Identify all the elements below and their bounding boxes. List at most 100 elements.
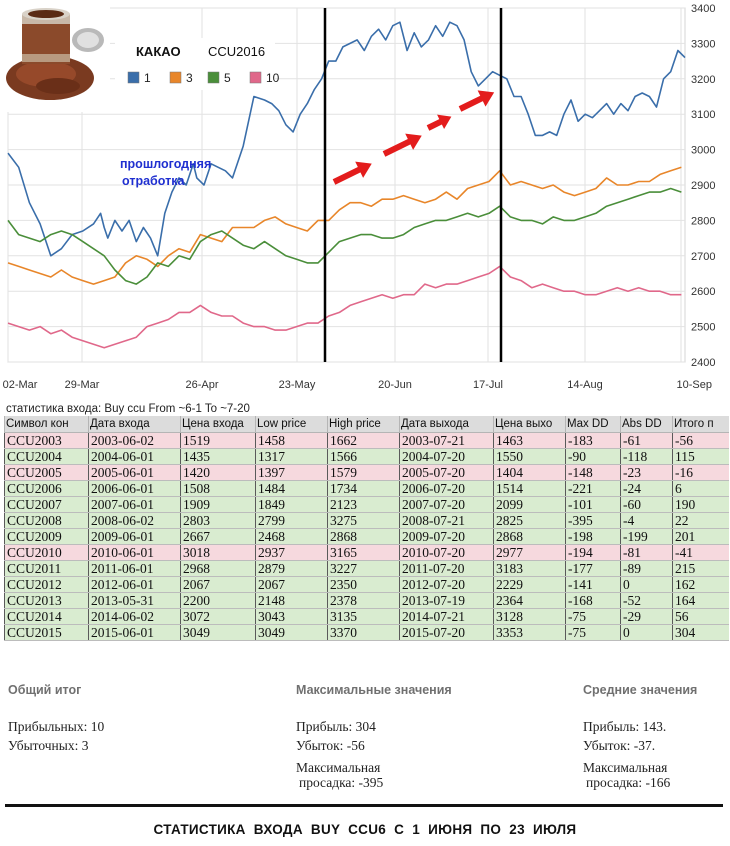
summary-max-title: Максимальные значения (296, 683, 452, 697)
column-header: Abs DD (620, 416, 673, 433)
table-cell: -52 (620, 592, 673, 609)
table-cell: 2003-07-21 (399, 432, 494, 449)
trend-arrow-2 (382, 133, 422, 157)
summary-max-dd-value: просадка: -395 (299, 775, 384, 790)
table-cell: 2067 (255, 576, 328, 593)
table-cell: 304 (672, 624, 729, 641)
legend-label: 5 (224, 71, 231, 85)
table-header-row: Символ кон Дата входа Цена входа Low price H… (4, 416, 729, 433)
table-cell: 2868 (493, 528, 566, 545)
table-cell: 1514 (493, 480, 566, 497)
table-cell: -89 (620, 560, 673, 577)
y-tick-label: 2400 (691, 357, 715, 369)
summary-max-profit: Прибыль: 304 (296, 719, 376, 734)
table-cell: 2011-06-01 (88, 560, 181, 577)
table-cell: 22 (672, 512, 729, 529)
table-cell: 1435 (180, 448, 256, 465)
table-cell: 2010-06-01 (88, 544, 181, 561)
summary-avg: Средние значения Прибыль: 143. Убыток: -… (583, 683, 697, 790)
table-cell: -56 (672, 432, 729, 449)
x-tick-label: 14-Aug (567, 379, 602, 391)
table-cell: 1909 (180, 496, 256, 513)
table-row: CCU2007 2007-06-01 1909 1849 2123 2007-07-20 2… (4, 496, 729, 513)
table-cell: -41 (672, 544, 729, 561)
table-row: CCU2006 2006-06-01 1508 1484 1734 2006-07-20 1… (4, 480, 729, 497)
legend-swatch (127, 71, 140, 84)
column-header: Дата выхода (399, 416, 494, 433)
chart-title: КАКАО (136, 44, 181, 59)
divider-rule (5, 804, 723, 807)
table-cell: 2879 (255, 560, 328, 577)
table-cell: -148 (565, 464, 621, 481)
table-cell: 0 (620, 576, 673, 593)
summary-avg-dd-label: Максимальная (583, 760, 668, 775)
table-cell: 2007-07-20 (399, 496, 494, 513)
column-header: Дата входа (88, 416, 181, 433)
table-cell: -81 (620, 544, 673, 561)
table-cell: CCU2008 (4, 512, 89, 529)
trend-arrow-3 (426, 114, 452, 131)
table-cell: 3183 (493, 560, 566, 577)
column-header: High price (327, 416, 400, 433)
vertical-markers (323, 8, 503, 362)
cocoa-product-image (0, 0, 110, 112)
chart-subtitle: CCU2016 (208, 44, 265, 59)
table-cell: -221 (565, 480, 621, 497)
table-cell: 2825 (493, 512, 566, 529)
table-cell: -16 (672, 464, 729, 481)
trend-arrow-1 (332, 161, 372, 185)
column-header: Low price (255, 416, 328, 433)
table-cell: 2378 (327, 592, 400, 609)
table-cell: 2799 (255, 512, 328, 529)
table-cell: -90 (565, 448, 621, 465)
x-tick-label: 23-May (279, 379, 316, 391)
footer-title: СТАТИСТИКА ВХОДА BUY CCU6 С 1 ИЮНЯ ПО 23… (153, 822, 577, 837)
table-row: CCU2013 2013-05-31 2200 2148 2378 2013-07-19 2… (4, 592, 729, 609)
legend-box (115, 38, 275, 90)
summary-max: Максимальные значения Прибыль: 304 Убыто… (296, 683, 452, 790)
table-cell: -75 (565, 624, 621, 641)
x-tick-label: 20-Jun (378, 379, 412, 391)
table-cell: 2200 (180, 592, 256, 609)
table-cell: 1317 (255, 448, 328, 465)
table-row: CCU2014 2014-06-02 3072 3043 3135 2014-07-21 3… (4, 608, 729, 625)
table-cell: CCU2011 (4, 560, 89, 577)
y-tick-label: 3300 (691, 38, 715, 50)
chart-series (7, 21, 686, 349)
table-cell: 2667 (180, 528, 256, 545)
table-cell: -168 (565, 592, 621, 609)
y-tick-label: 3100 (691, 109, 715, 121)
table-cell: 1508 (180, 480, 256, 497)
y-tick-label: 3400 (691, 3, 715, 15)
summary-losing-count: Убыточных: 3 (8, 738, 89, 753)
y-tick-label: 2800 (691, 215, 715, 227)
table-cell: CCU2014 (4, 608, 89, 625)
table-cell: 2006-06-01 (88, 480, 181, 497)
annotation-line-1: прошлогодняя (120, 157, 211, 171)
table-cell: CCU2003 (4, 432, 89, 449)
y-tick-label: 2600 (691, 286, 715, 298)
table-cell: 2350 (327, 576, 400, 593)
table-cell: 3275 (327, 512, 400, 529)
table-cell: -4 (620, 512, 673, 529)
table-cell: 3370 (327, 624, 400, 641)
table-cell: 1662 (327, 432, 400, 449)
table-cell: CCU2007 (4, 496, 89, 513)
x-tick-label: 17-Jul (473, 379, 503, 391)
table-cell: 190 (672, 496, 729, 513)
table-row: CCU2015 2015-06-01 3049 3049 3370 2015-07-20 3… (4, 624, 729, 641)
table-cell: 3353 (493, 624, 566, 641)
x-tick-label: 26-Apr (185, 379, 218, 391)
table-cell: 56 (672, 608, 729, 625)
y-tick-label: 3000 (691, 145, 715, 157)
series-line-3 (7, 166, 682, 285)
table-cell: 2099 (493, 496, 566, 513)
legend-label: 10 (266, 71, 280, 85)
table-row: CCU2004 2004-06-01 1435 1317 1566 2004-07-20 1… (4, 448, 729, 465)
summary-max-loss: Убыток: -56 (296, 738, 365, 753)
series-line-1 (7, 21, 686, 257)
table-cell: 1579 (327, 464, 400, 481)
table-row: CCU2012 2012-06-01 2067 2067 2350 2012-07-20 2… (4, 576, 729, 593)
table-cell: 2977 (493, 544, 566, 561)
table-cell: -183 (565, 432, 621, 449)
